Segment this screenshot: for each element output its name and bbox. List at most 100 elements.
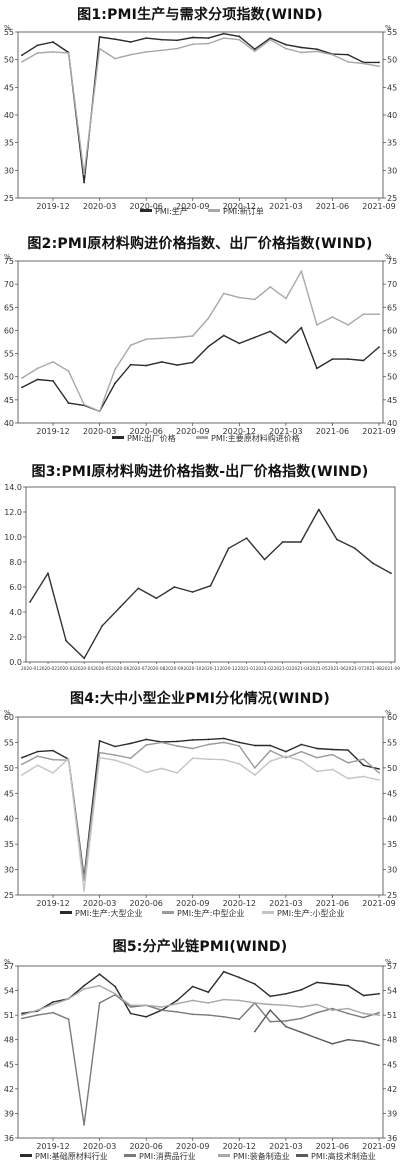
data-point bbox=[300, 46, 303, 49]
data-point bbox=[52, 51, 54, 53]
y-right-tick-label: 55 bbox=[387, 738, 397, 747]
y-tick-label: 55 bbox=[4, 350, 14, 359]
data-point bbox=[285, 755, 287, 758]
data-point bbox=[98, 740, 101, 742]
data-point bbox=[114, 57, 116, 60]
data-point bbox=[83, 173, 85, 176]
data-point bbox=[145, 338, 148, 341]
data-point bbox=[160, 361, 163, 363]
data-point bbox=[253, 767, 256, 769]
data-point bbox=[238, 762, 241, 765]
legend-label-4: PMI:高技术制造业 bbox=[311, 1151, 376, 1161]
data-point bbox=[372, 562, 374, 565]
y-tick-label: 50 bbox=[4, 56, 14, 65]
data-point bbox=[347, 777, 349, 780]
data-point bbox=[191, 739, 194, 741]
data-point bbox=[331, 983, 334, 985]
data-point bbox=[253, 774, 256, 776]
x-tick-label: 2020-02 bbox=[39, 666, 57, 672]
y-tick-label: 10.0 bbox=[4, 533, 22, 542]
data-point bbox=[253, 983, 256, 985]
data-point bbox=[362, 1012, 365, 1015]
series-line-2 bbox=[21, 741, 380, 881]
x-tick-label: 2020-09 bbox=[176, 899, 209, 908]
data-point bbox=[331, 1009, 334, 1012]
data-point bbox=[160, 337, 163, 340]
data-point bbox=[300, 326, 303, 329]
data-point bbox=[83, 403, 85, 406]
data-point bbox=[21, 756, 23, 759]
data-point bbox=[52, 1003, 54, 1006]
data-point bbox=[52, 749, 54, 752]
data-point bbox=[316, 747, 318, 750]
x-tick-label: 2021-04 bbox=[292, 666, 310, 672]
y-right-tick-label: 50 bbox=[387, 56, 397, 65]
data-point bbox=[285, 1004, 287, 1007]
x-tick-label: 2020-03 bbox=[83, 202, 116, 211]
data-point bbox=[21, 1017, 23, 1020]
y-right-tick-label: 35 bbox=[387, 139, 397, 148]
y-right-tick-label: 45 bbox=[387, 789, 397, 798]
data-point bbox=[347, 1012, 349, 1015]
data-point bbox=[263, 558, 266, 561]
x-tick-label: 2020-06 bbox=[129, 427, 162, 436]
y-right-tick-label: 50 bbox=[387, 764, 397, 773]
data-point bbox=[36, 378, 39, 381]
data-point bbox=[129, 742, 132, 745]
data-point bbox=[129, 363, 132, 366]
data-point bbox=[114, 759, 116, 762]
x-tick-label: 2019-12 bbox=[36, 899, 69, 908]
data-point bbox=[300, 1017, 303, 1020]
data-point bbox=[207, 991, 210, 994]
y-tick-label: 6.0 bbox=[9, 583, 22, 592]
chart-2: % % 40 40 45 45 50 50 55 55 60 60 65 65 70 70 75 75 2019-1… bbox=[4, 253, 397, 443]
legend-label-1: PMI:基础原材料行业 bbox=[35, 1151, 108, 1161]
legend-swatch-2 bbox=[208, 209, 220, 212]
data-point bbox=[129, 1012, 132, 1015]
data-point bbox=[269, 1020, 272, 1023]
data-point bbox=[378, 1011, 380, 1014]
data-point bbox=[300, 270, 303, 273]
data-point bbox=[362, 313, 365, 316]
data-point bbox=[285, 1025, 287, 1028]
x-tick-label: 2021-09 bbox=[362, 1142, 395, 1151]
data-point bbox=[176, 1011, 179, 1013]
chart-2-title: 图2:PMI原材料购进价格指数、出厂价格指数(WIND) bbox=[27, 236, 373, 252]
data-point bbox=[378, 346, 380, 348]
data-point bbox=[98, 1002, 101, 1004]
data-point bbox=[114, 745, 116, 748]
data-point bbox=[191, 999, 194, 1002]
y-right-tick-label: 39 bbox=[387, 1109, 397, 1118]
data-point bbox=[145, 1015, 148, 1018]
data-point bbox=[222, 292, 225, 295]
data-point bbox=[253, 1030, 256, 1033]
data-point bbox=[378, 772, 380, 774]
data-point bbox=[207, 1014, 210, 1016]
y-right-tick-label: 40 bbox=[387, 419, 397, 428]
data-point bbox=[98, 973, 101, 976]
data-point bbox=[160, 1009, 163, 1012]
data-point bbox=[83, 181, 85, 184]
data-point bbox=[347, 984, 349, 987]
data-point bbox=[285, 756, 287, 759]
data-point bbox=[36, 44, 39, 47]
data-point bbox=[83, 879, 85, 882]
data-point bbox=[378, 992, 380, 995]
data-point bbox=[83, 890, 85, 892]
data-point bbox=[316, 1037, 318, 1039]
legend-label-1: PMI:生产 bbox=[155, 206, 188, 216]
plot-frame bbox=[25, 486, 396, 663]
data-point bbox=[67, 52, 70, 54]
data-point bbox=[269, 995, 272, 998]
x-tick-label: 2020-06 bbox=[129, 202, 162, 211]
x-tick-label: 2021-03 bbox=[274, 666, 292, 672]
x-tick-label: 2021-02 bbox=[256, 666, 274, 672]
data-point bbox=[245, 537, 248, 540]
x-tick-label: 2020-09 bbox=[165, 666, 183, 672]
data-point bbox=[67, 1018, 70, 1021]
data-point bbox=[191, 985, 194, 988]
legend-label-1: PMI:出厂价格 bbox=[127, 433, 176, 443]
data-point bbox=[269, 1009, 272, 1012]
data-point bbox=[47, 572, 49, 575]
data-point bbox=[176, 999, 179, 1002]
